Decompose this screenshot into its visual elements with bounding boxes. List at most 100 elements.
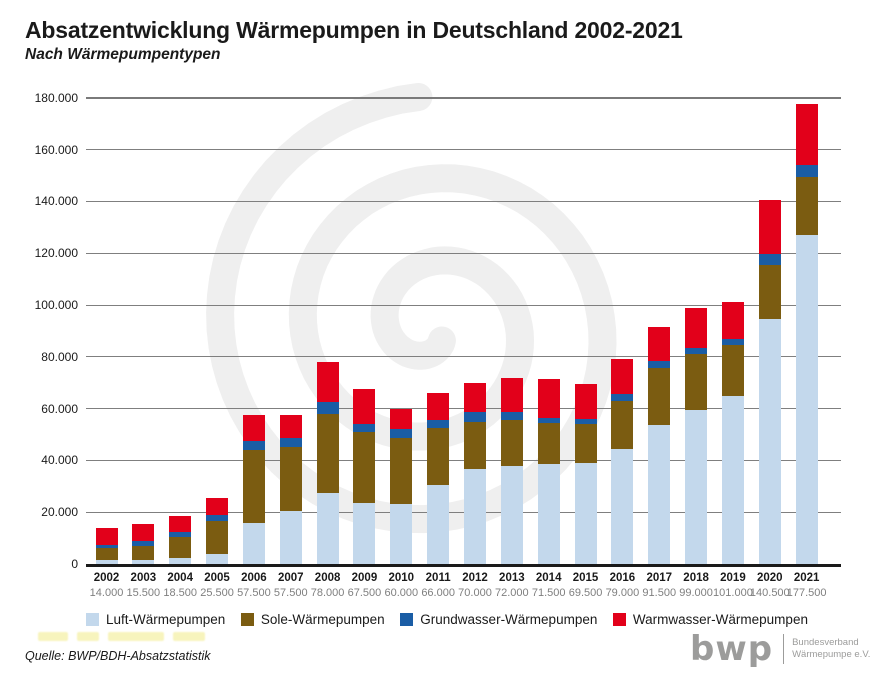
gridline-180000 xyxy=(86,96,841,99)
x-axis-year-2006: 2006 xyxy=(241,572,267,584)
bar-segment-luft-2018 xyxy=(685,409,708,564)
bar-segment-luft-2020 xyxy=(758,319,781,564)
gridline-140000 xyxy=(86,200,841,202)
total-label-2019: 101.000 xyxy=(713,587,753,599)
bar-segment-warmwasser-2012 xyxy=(464,382,486,413)
page-subtitle: Nach Wärmepumpentypen xyxy=(25,46,221,63)
x-axis-year-2016: 2016 xyxy=(609,572,636,584)
chart-legend: Luft-Wärmepumpen Sole-Wärmepumpen Grundwas… xyxy=(86,612,808,627)
x-axis-year-2011: 2011 xyxy=(425,572,451,584)
total-label-2004: 18.500 xyxy=(163,587,198,599)
bar-segment-sole-2012 xyxy=(464,421,486,470)
legend-item-grundwasser: Grundwasser-Wärmepumpen xyxy=(400,612,597,627)
bar-segment-warmwasser-2007 xyxy=(279,415,302,439)
logo-divider xyxy=(783,634,785,664)
bar-segment-luft-2002 xyxy=(95,560,118,564)
total-label-2021: 177.500 xyxy=(786,587,827,599)
bar-segment-warmwasser-2020 xyxy=(758,200,781,255)
x-axis-year-2003: 2003 xyxy=(130,572,157,584)
bar-segment-sole-2018 xyxy=(685,354,708,410)
bar-segment-sole-2007 xyxy=(279,447,302,511)
bar-segment-luft-2004 xyxy=(169,557,192,564)
bar-segment-luft-2003 xyxy=(132,560,155,564)
total-label-2002: 14.000 xyxy=(89,587,124,599)
bar-segment-luft-2009 xyxy=(353,503,376,564)
bar-segment-grundwasser-2006 xyxy=(242,440,265,451)
bar-segment-warmwasser-2009 xyxy=(353,389,376,425)
bar-segment-warmwasser-2021 xyxy=(795,104,818,166)
gridline-160000 xyxy=(86,149,841,151)
legend-item-warmwasser: Warmwasser-Wärmepumpen xyxy=(612,612,808,627)
legend-label: Luft-Wärmepumpen xyxy=(106,612,226,627)
bar-segment-sole-2008 xyxy=(316,413,339,493)
bar-segment-sole-2017 xyxy=(648,368,671,426)
bar-segment-grundwasser-2016 xyxy=(611,394,634,401)
logo-line1: Bundesverband xyxy=(792,637,859,648)
bar-segment-grundwasser-2015 xyxy=(574,418,597,425)
bar-segment-luft-2014 xyxy=(537,464,560,564)
bar-segment-warmwasser-2005 xyxy=(206,497,229,515)
gridline-20000 xyxy=(86,511,841,513)
x-axis-year-2005: 2005 xyxy=(204,572,230,584)
bar-segment-warmwasser-2014 xyxy=(537,378,560,418)
x-axis-year-2009: 2009 xyxy=(351,572,378,584)
total-label-2013: 72.000 xyxy=(495,587,529,599)
total-label-2011: 66.000 xyxy=(421,587,455,599)
bar-segment-luft-2013 xyxy=(500,465,523,564)
gridline-40000 xyxy=(86,459,841,461)
total-label-2007: 57.500 xyxy=(273,587,308,599)
bar-segment-grundwasser-2019 xyxy=(721,338,744,346)
total-label-2005: 25.500 xyxy=(200,587,234,599)
x-axis-year-2020: 2020 xyxy=(757,572,783,584)
bar-segment-luft-2011 xyxy=(427,485,450,564)
legend-swatch-icon xyxy=(400,613,414,626)
bar-segment-warmwasser-2004 xyxy=(169,516,192,532)
legend-swatch-icon xyxy=(240,613,254,626)
y-axis-tick-20000: 20.000 xyxy=(41,505,78,520)
watermark-blob xyxy=(108,632,164,641)
legend-item-sole: Sole-Wärmepumpen xyxy=(240,612,385,627)
source-note: Quelle: BWP/BDH-Absatzstatistik xyxy=(25,649,211,663)
bar-segment-sole-2005 xyxy=(206,521,229,554)
total-label-2003: 15.500 xyxy=(126,587,161,599)
y-axis-tick-180000: 180.000 xyxy=(34,90,78,105)
legend-swatch-icon xyxy=(612,613,626,626)
x-axis-year-2014: 2014 xyxy=(535,572,562,584)
x-axis-year-2018: 2018 xyxy=(683,572,709,584)
bar-segment-grundwasser-2012 xyxy=(464,412,486,422)
y-axis-tick-60000: 60.000 xyxy=(41,401,78,416)
illegible-yellow-watermark xyxy=(38,632,205,641)
bar-segment-grundwasser-2010 xyxy=(390,429,413,439)
page-title: Absatzentwicklung Wärmepumpen in Deutsch… xyxy=(25,17,683,43)
total-label-2018: 99.000 xyxy=(679,587,713,599)
bar-segment-luft-2008 xyxy=(316,492,339,564)
legend-label: Grundwasser-Wärmepumpen xyxy=(420,612,598,627)
bar-segment-grundwasser-2009 xyxy=(353,424,376,432)
bar-segment-warmwasser-2002 xyxy=(95,527,118,545)
x-axis-year-2017: 2017 xyxy=(646,572,673,584)
bar-segment-sole-2013 xyxy=(500,420,523,466)
gridline-120000 xyxy=(86,252,841,254)
y-axis-tick-140000: 140.000 xyxy=(34,194,78,209)
bar-segment-warmwasser-2006 xyxy=(242,415,265,441)
bar-segment-sole-2006 xyxy=(242,450,265,523)
bar-segment-grundwasser-2004 xyxy=(169,531,192,537)
total-label-2020: 140.500 xyxy=(749,587,790,599)
x-axis-year-2013: 2013 xyxy=(499,572,525,584)
bar-segment-warmwasser-2011 xyxy=(427,393,450,421)
bar-segment-sole-2004 xyxy=(169,536,192,558)
x-axis-year-2012: 2012 xyxy=(462,572,488,584)
bar-segment-grundwasser-2011 xyxy=(427,420,450,429)
bar-segment-sole-2011 xyxy=(427,428,450,485)
bar-segment-grundwasser-2007 xyxy=(279,438,302,448)
y-axis-tick-120000: 120.000 xyxy=(34,246,78,261)
total-label-2008: 78.000 xyxy=(310,587,345,599)
bar-segment-luft-2016 xyxy=(611,448,634,564)
logo-text: Bundesverband Wärmepumpe e.V. xyxy=(792,637,870,661)
bar-segment-warmwasser-2016 xyxy=(611,359,634,395)
bar-segment-grundwasser-2003 xyxy=(132,540,155,546)
logo-line2: Wärmepumpe e.V. xyxy=(792,649,871,660)
y-axis-tick-160000: 160.000 xyxy=(34,142,78,157)
legend-item-luft: Luft-Wärmepumpen xyxy=(86,612,225,627)
